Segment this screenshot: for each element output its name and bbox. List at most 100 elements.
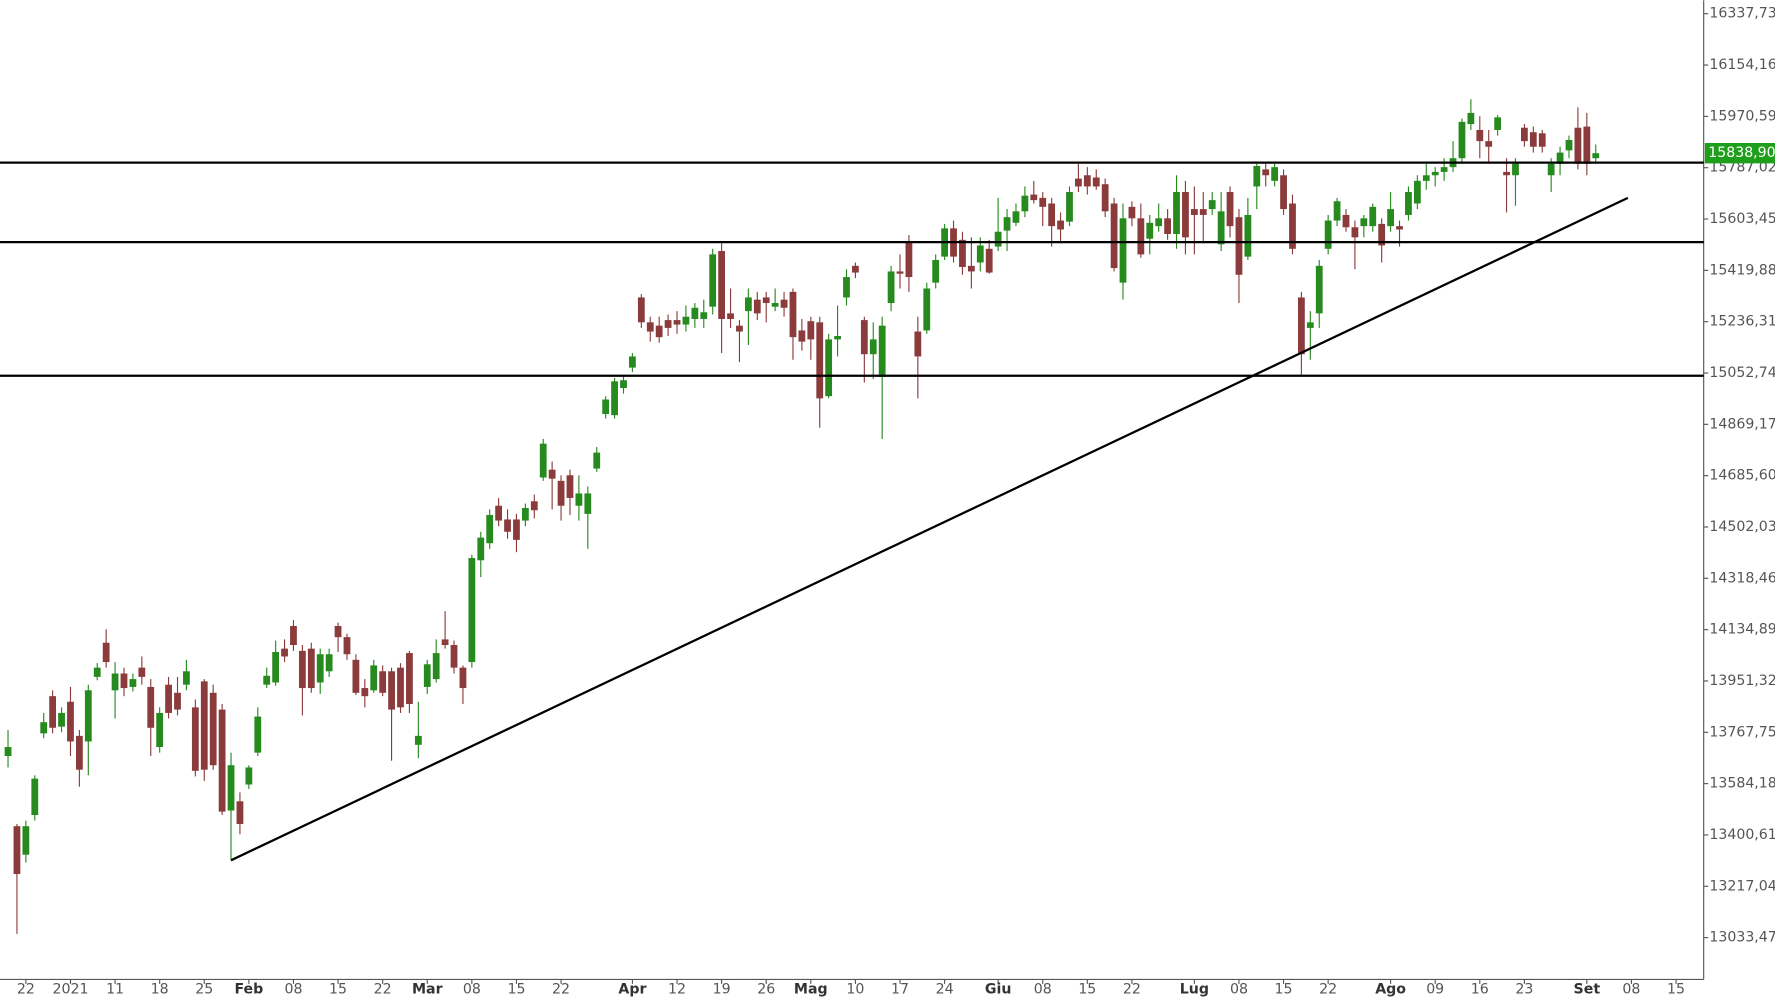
y-tick-label: 15236,31	[1709, 314, 1775, 330]
y-tick-label: 14502,03	[1709, 519, 1775, 535]
candle-body	[236, 801, 244, 824]
x-tick-label: 17	[891, 982, 909, 998]
candle-body	[1155, 218, 1163, 227]
x-tick-label: 08	[1622, 982, 1640, 998]
x-tick-label: 08	[463, 982, 481, 998]
candle-body	[432, 653, 440, 680]
candle-body	[1066, 192, 1073, 222]
candle-body	[834, 336, 841, 340]
candle-body	[1413, 180, 1421, 204]
candle-body	[307, 648, 315, 689]
candle-body	[316, 654, 324, 683]
x-tick-label: 11	[106, 982, 124, 998]
candle-body	[798, 330, 806, 342]
candle-body	[1137, 218, 1145, 255]
candle-body	[183, 671, 190, 685]
candle-body	[1128, 206, 1136, 219]
candle-body	[1253, 166, 1261, 187]
candle-body	[843, 277, 850, 298]
candle-body	[1119, 218, 1127, 283]
trend-line	[230, 196, 1629, 862]
candle-body	[1182, 192, 1189, 238]
y-tick-label: 14685,60	[1709, 468, 1775, 484]
candle-body	[584, 493, 592, 514]
candle-body	[727, 313, 734, 319]
candle-body	[1583, 126, 1591, 164]
candle-body	[1387, 209, 1394, 227]
x-tick-label: 22	[552, 982, 570, 998]
candle-body	[575, 493, 583, 506]
candle-body	[673, 320, 681, 325]
x-tick-label: 16	[1471, 982, 1489, 998]
candle-body	[504, 519, 511, 532]
x-tick-label: 09	[1426, 982, 1444, 998]
x-tick-label: 26	[757, 982, 775, 998]
candle-body	[477, 537, 485, 561]
candle-body	[1538, 133, 1546, 147]
candle-body	[441, 639, 449, 645]
candle-body	[548, 469, 556, 479]
y-tick-label: 14318,46	[1709, 570, 1775, 586]
candle-body	[771, 303, 779, 307]
candle-body	[1458, 121, 1466, 159]
x-tick-label: Feb	[234, 982, 263, 998]
x-tick-label: Mar	[412, 982, 443, 998]
candle-body	[22, 826, 30, 855]
x-tick-label: 08	[1034, 982, 1052, 998]
candle-body	[1298, 297, 1305, 355]
candle-body	[227, 765, 235, 811]
candle-body	[869, 339, 877, 355]
candle-body	[1262, 169, 1270, 176]
candle-body	[914, 331, 922, 357]
candle-body	[566, 475, 574, 498]
x-tick-label: Giu	[985, 982, 1012, 998]
x-tick-label: 08	[1230, 982, 1248, 998]
candle-body	[93, 667, 101, 677]
y-tick-label: 13033,47	[1709, 930, 1775, 946]
candle-body	[700, 312, 708, 319]
x-tick-label: Lug	[1180, 982, 1209, 998]
candle-body	[513, 519, 520, 540]
candle-body	[539, 443, 547, 478]
y-tick-label: 16154,16	[1709, 57, 1775, 73]
candle-body	[593, 452, 601, 469]
x-tick-label: 23	[1515, 982, 1533, 998]
candle-body	[209, 692, 217, 766]
candle-body	[1012, 211, 1020, 223]
x-tick-label: 25	[195, 982, 213, 998]
candle-body	[807, 321, 815, 340]
x-tick-label: Apr	[618, 982, 646, 998]
candle-body	[860, 320, 868, 355]
candle-body	[664, 320, 672, 328]
candle-body	[281, 648, 288, 657]
candle-body	[165, 684, 172, 713]
candle-body	[629, 356, 636, 368]
candle-body	[406, 653, 413, 704]
x-tick-label: 15	[507, 982, 525, 998]
candle-body	[84, 690, 92, 742]
y-tick-label: 13767,75	[1709, 724, 1775, 740]
candle-body	[111, 673, 119, 691]
candle-body	[762, 297, 770, 304]
y-tick-label: 15419,88	[1709, 262, 1775, 278]
candle-body	[1396, 226, 1403, 230]
candle-body	[1226, 192, 1234, 227]
x-tick-label: 12	[668, 982, 686, 998]
candle-body	[1529, 132, 1537, 147]
candle-body	[174, 692, 181, 710]
candle-body	[1422, 175, 1430, 181]
candle-body	[1217, 211, 1225, 245]
candle-body	[682, 316, 690, 325]
candle-body	[4, 747, 12, 757]
candle-body	[495, 505, 503, 521]
candle-body	[1520, 127, 1528, 142]
x-tick-label: 15	[1667, 982, 1685, 998]
candle-body	[780, 299, 788, 308]
candle-body	[521, 507, 529, 521]
candle-body	[1485, 141, 1493, 147]
candle-body	[959, 239, 966, 267]
y-tick-label: 15970,59	[1709, 108, 1775, 124]
candle-body	[254, 716, 262, 753]
candle-body	[557, 480, 565, 506]
